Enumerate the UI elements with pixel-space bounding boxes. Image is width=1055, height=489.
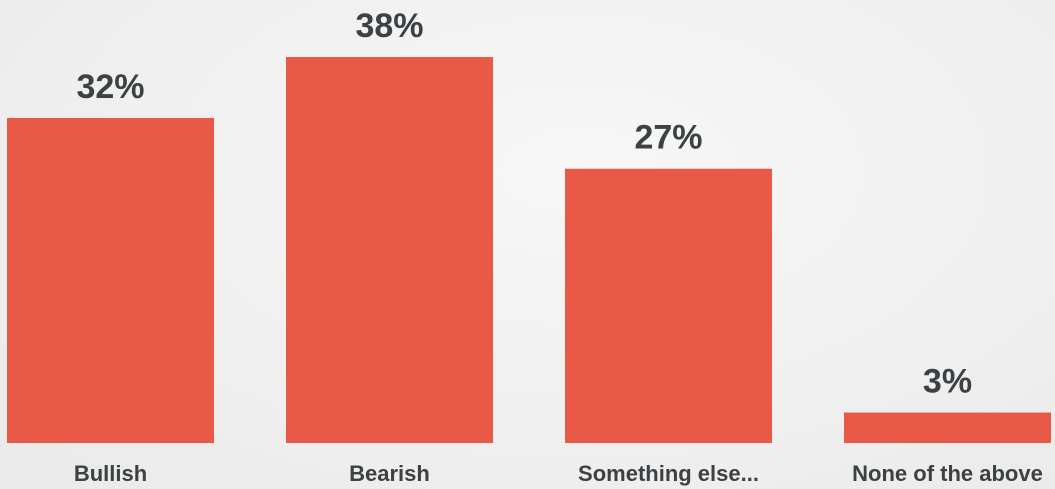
- bar-value-label: 32%: [76, 68, 144, 106]
- category-label: Something else...: [578, 461, 759, 486]
- bar-something-else: [565, 168, 772, 443]
- bar-bullish: [7, 117, 214, 444]
- bar-value-label: 3%: [923, 363, 972, 401]
- bar-bearish: [286, 57, 493, 443]
- bar-none-of-the-above: [844, 412, 1051, 443]
- bar-value-label: 38%: [355, 7, 423, 45]
- category-label: Bearish: [349, 461, 430, 486]
- category-label: Bullish: [74, 461, 147, 486]
- category-label: None of the above: [852, 461, 1043, 486]
- bar-value-label: 27%: [634, 119, 702, 157]
- bars-group: [7, 57, 1051, 444]
- category-labels-group: Bullish Bearish Something else... None of t…: [74, 461, 1043, 486]
- value-labels-group: 32% 38% 27% 3%: [76, 7, 972, 401]
